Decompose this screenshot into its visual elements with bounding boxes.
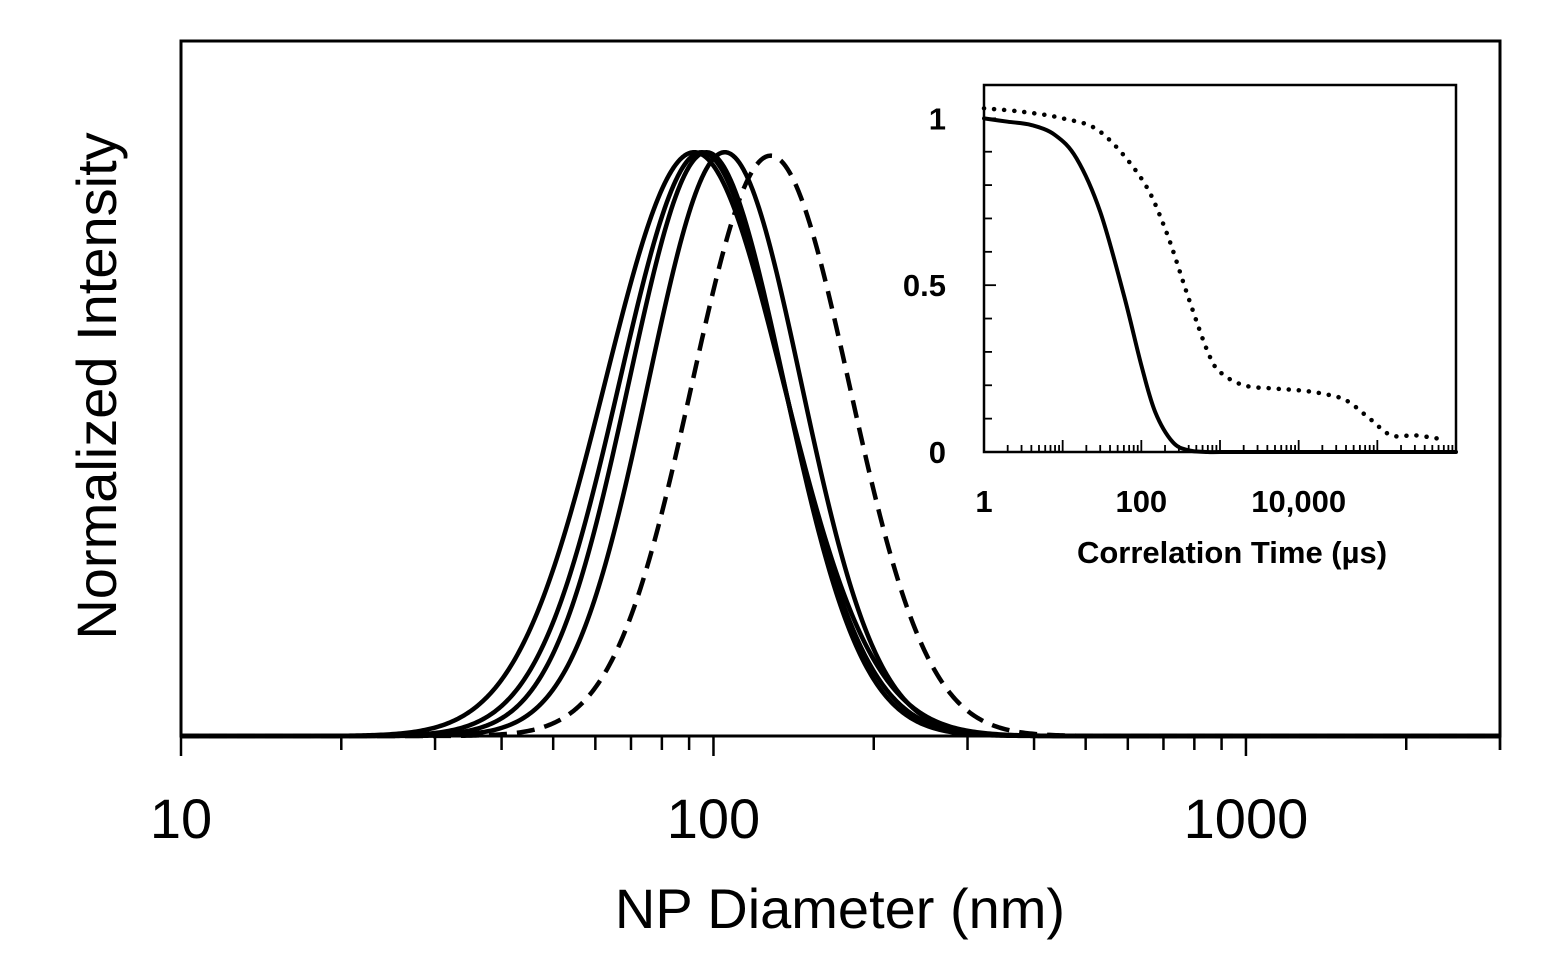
inset-chart: 1 100 10,000 0 0.5 1 Correlation Time (µs) [903,83,1458,570]
main-tick-group [179,736,1502,756]
main-chart: 10 100 1000 NP Diameter (nm) Normalized In… [65,39,1502,940]
main-x-axis-title: NP Diameter (nm) [615,877,1065,940]
inset-y-tick-label: 0.5 [903,268,946,303]
inset-x-axis-title: Correlation Time (µs) [1077,535,1387,570]
inset-x-tick-label: 1 [975,484,992,519]
inset-ticklabel-group: 1 100 10,000 0 0.5 1 [903,101,1346,519]
inset-y-tick-label: 1 [929,101,946,136]
main-x-tick-label: 100 [667,787,760,850]
inset-background [984,85,1456,452]
inset-series-line-2 [981,106,1441,441]
main-ticklabel-group: 10 100 1000 [150,787,1308,850]
inset-y-tick-label: 0 [929,435,946,470]
main-y-axis-title: Normalized Intensity [65,132,128,639]
inset-x-tick-label: 10,000 [1251,484,1346,519]
main-x-tick-label: 1000 [1184,787,1309,850]
inset-tick-group [983,117,1454,453]
main-x-tick-label: 10 [150,787,212,850]
inset-x-tick-label: 100 [1115,484,1167,519]
